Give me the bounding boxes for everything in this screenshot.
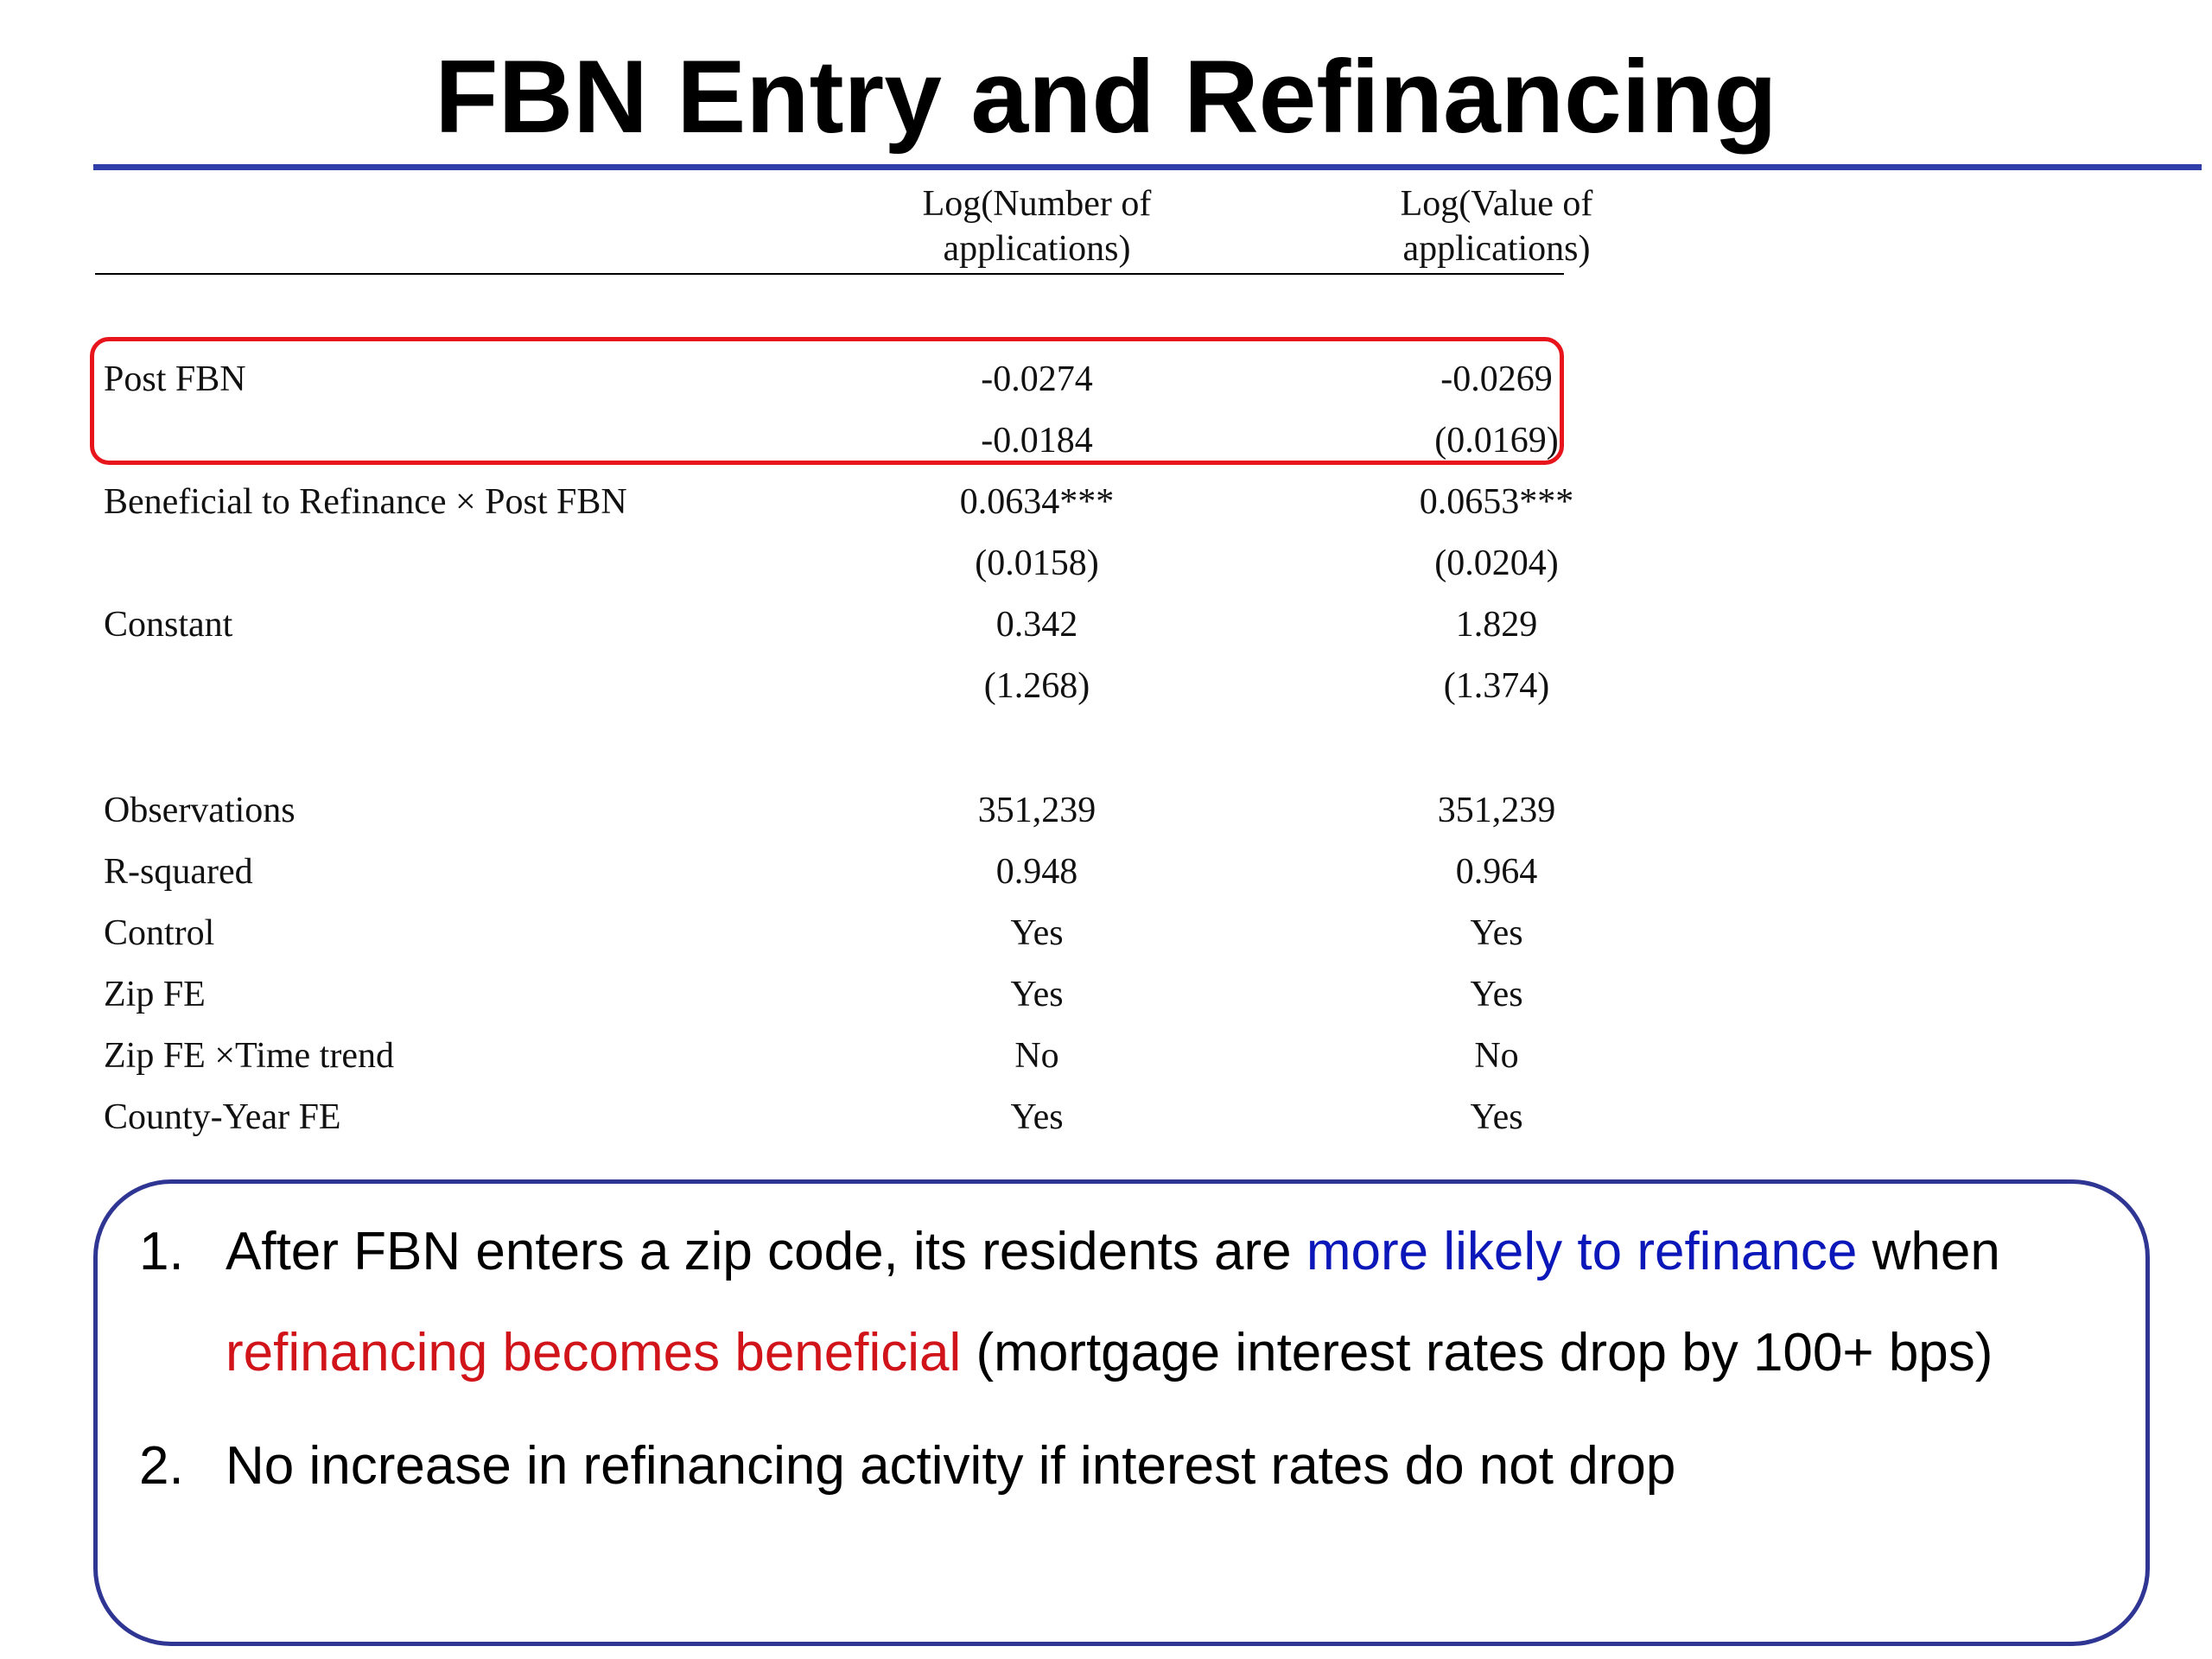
row-value-number: No <box>1014 1036 1059 1076</box>
takeaway-text: After FBN enters a zip code, its residen… <box>226 1201 2109 1403</box>
row-value-value: Yes <box>1470 975 1523 1014</box>
takeaway-text-part: when <box>1857 1222 2000 1281</box>
row-label: Post FBN <box>104 359 246 399</box>
takeaway-box: 1. After FBN enters a zip code, its resi… <box>93 1179 2150 1646</box>
row-label: R-squared <box>104 852 253 892</box>
row-value-number: Yes <box>1010 975 1064 1014</box>
row-label: Zip FE <box>104 975 206 1014</box>
row-value-number: 0.342 <box>995 605 1078 645</box>
row-value-number: (0.0158) <box>975 543 1099 583</box>
column-header-value: Log(Value of applications) <box>1400 184 1593 269</box>
row-label: County-Year FE <box>104 1097 341 1137</box>
title-divider <box>93 164 2202 170</box>
row-value-value: -0.0269 <box>1440 359 1553 399</box>
row-value-number: 0.0634*** <box>959 482 1115 522</box>
table-row: Beneficial to Refinance × Post FBN 0.063… <box>95 472 1573 533</box>
table-row: Zip FE Yes Yes <box>95 964 1564 1026</box>
column-header-number: Log(Number of applications) <box>922 184 1152 269</box>
row-value-value: 1.829 <box>1455 605 1538 645</box>
takeaway-text-part: (mortgage interest rates drop by 100+ bp… <box>961 1323 1993 1382</box>
row-label: Beneficial to Refinance × Post FBN <box>104 482 627 522</box>
row-value-number: Yes <box>1010 1097 1064 1137</box>
row-value-value: Yes <box>1470 1097 1523 1137</box>
row-label: Observations <box>104 791 296 830</box>
row-value-value: Yes <box>1470 913 1523 953</box>
table-row: Zip FE ×Time trend No No <box>95 1026 1564 1087</box>
post-fbn-highlight-box <box>90 337 1564 465</box>
row-value-number: -0.0184 <box>981 421 1093 461</box>
row-value-value: 0.964 <box>1455 852 1538 892</box>
header-rule <box>95 273 1564 275</box>
table-row: -0.0184 (0.0169) <box>95 410 1564 472</box>
row-value-value: No <box>1474 1036 1519 1076</box>
row-label: Constant <box>104 605 233 645</box>
row-label: Control <box>104 913 215 953</box>
emphasis-red-text: refinancing becomes beneficial <box>226 1323 962 1382</box>
row-value-value: (0.0204) <box>1434 543 1559 583</box>
table-row: Observations 351,239 351,239 <box>95 780 1564 842</box>
row-value-number: 351,239 <box>977 791 1096 830</box>
table-row: (0.0158) (0.0204) <box>95 533 1564 594</box>
row-value-value: 0.0653*** <box>1419 482 1574 522</box>
regression-table: Log(Number of applications) Log(Value of… <box>90 181 1592 1141</box>
table-row: Constant 0.342 1.829 <box>95 594 1564 656</box>
row-value-value: (1.374) <box>1443 666 1550 706</box>
row-label: Zip FE ×Time trend <box>104 1036 394 1076</box>
table-row: Post FBN -0.0274 -0.0269 <box>95 349 1564 410</box>
row-value-number: (1.268) <box>983 666 1090 706</box>
takeaway-text: No increase in refinancing activity if i… <box>226 1436 1676 1496</box>
emphasis-blue-text: more likely to refinance <box>1306 1222 1858 1281</box>
table-row: County-Year FE Yes Yes <box>95 1087 1564 1148</box>
row-value-value: 351,239 <box>1437 791 1556 830</box>
list-number: 2. <box>139 1436 184 1496</box>
list-number: 1. <box>139 1222 184 1281</box>
table-row: Control Yes Yes <box>95 903 1564 964</box>
row-value-number: 0.948 <box>995 852 1078 892</box>
row-value-value: (0.0169) <box>1434 421 1559 461</box>
table-row: (1.268) (1.374) <box>95 656 1564 717</box>
table-row: R-squared 0.948 0.964 <box>95 842 1564 903</box>
row-value-number: -0.0274 <box>981 359 1093 399</box>
row-value-number: Yes <box>1010 913 1064 953</box>
takeaway-text-part: After FBN enters a zip code, its residen… <box>226 1222 1306 1281</box>
slide-title: FBN Entry and Refinancing <box>435 39 1777 155</box>
